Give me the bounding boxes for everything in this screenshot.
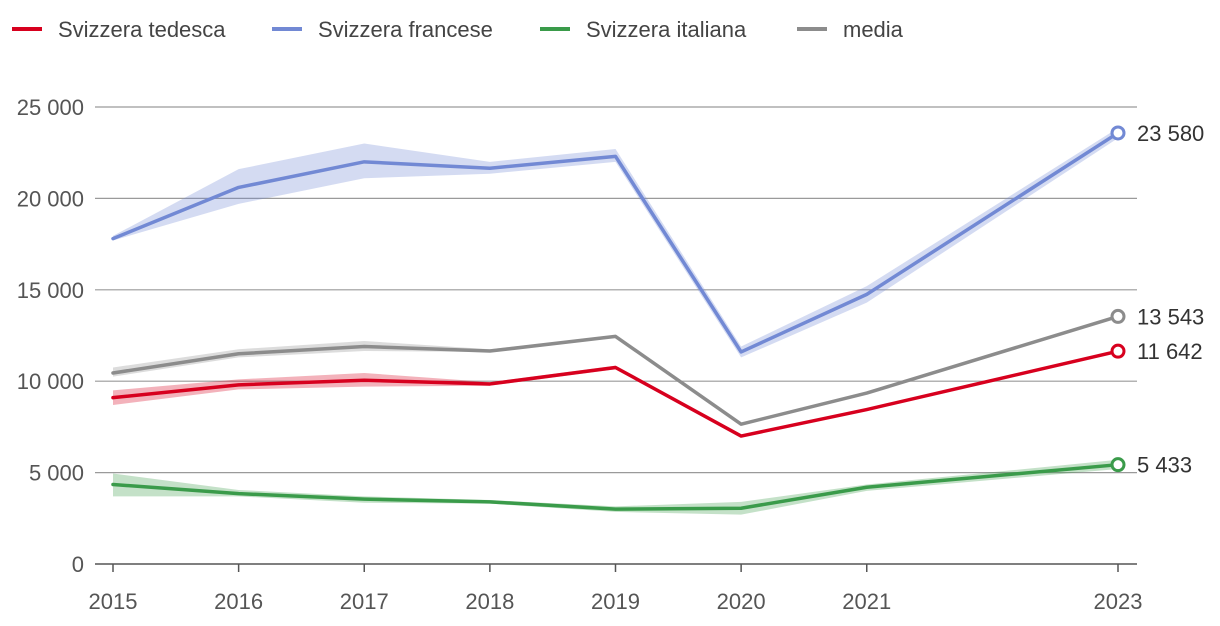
x-tick-label: 2018 (465, 589, 514, 614)
y-tick-label: 20 000 (17, 186, 84, 211)
axes: 2015 2016 2017 2018 2019 2020 2021 2023 (89, 563, 1143, 614)
end-markers: 11 642 23 580 5 433 13 543 (1110, 121, 1204, 478)
series-line-1 (111, 349, 1120, 438)
end-value-label: 11 642 (1137, 339, 1203, 364)
legend-label: media (843, 17, 904, 42)
end-value-label: 5 433 (1137, 453, 1192, 478)
band-4 (113, 315, 1118, 426)
end-marker (1110, 308, 1126, 324)
y-tick-label: 0 (72, 552, 84, 577)
series-lines (111, 131, 1120, 511)
grid: 0 5 000 10 000 15 000 20 000 25 000 (17, 95, 1137, 577)
x-tick-label: 2023 (1094, 589, 1143, 614)
series-line-4 (111, 314, 1120, 426)
end-value-label: 13 543 (1137, 304, 1204, 329)
x-tick-label: 2015 (89, 589, 138, 614)
legend: Svizzera tedesca Svizzera francese Svizzer… (12, 17, 904, 42)
x-tick-label: 2019 (591, 589, 640, 614)
y-tick-label: 5 000 (29, 461, 84, 486)
confidence-bands (113, 128, 1118, 515)
x-tick-label: 2016 (214, 589, 263, 614)
legend-label: Svizzera italiana (586, 17, 747, 42)
end-marker (1110, 457, 1126, 473)
x-tick-label: 2020 (717, 589, 766, 614)
end-marker (1110, 343, 1126, 359)
series-line-2 (111, 131, 1120, 354)
end-value-label: 23 580 (1137, 121, 1204, 146)
x-tick-label: 2017 (340, 589, 389, 614)
y-tick-label: 15 000 (17, 278, 84, 303)
legend-label: Svizzera francese (318, 17, 493, 42)
end-marker (1110, 125, 1126, 141)
y-tick-label: 10 000 (17, 369, 84, 394)
legend-label: Svizzera tedesca (58, 17, 226, 42)
x-tick-label: 2021 (842, 589, 891, 614)
y-tick-label: 25 000 (17, 95, 84, 120)
series-line-3 (111, 462, 1120, 511)
band-2 (113, 128, 1118, 358)
band-3 (113, 459, 1118, 515)
